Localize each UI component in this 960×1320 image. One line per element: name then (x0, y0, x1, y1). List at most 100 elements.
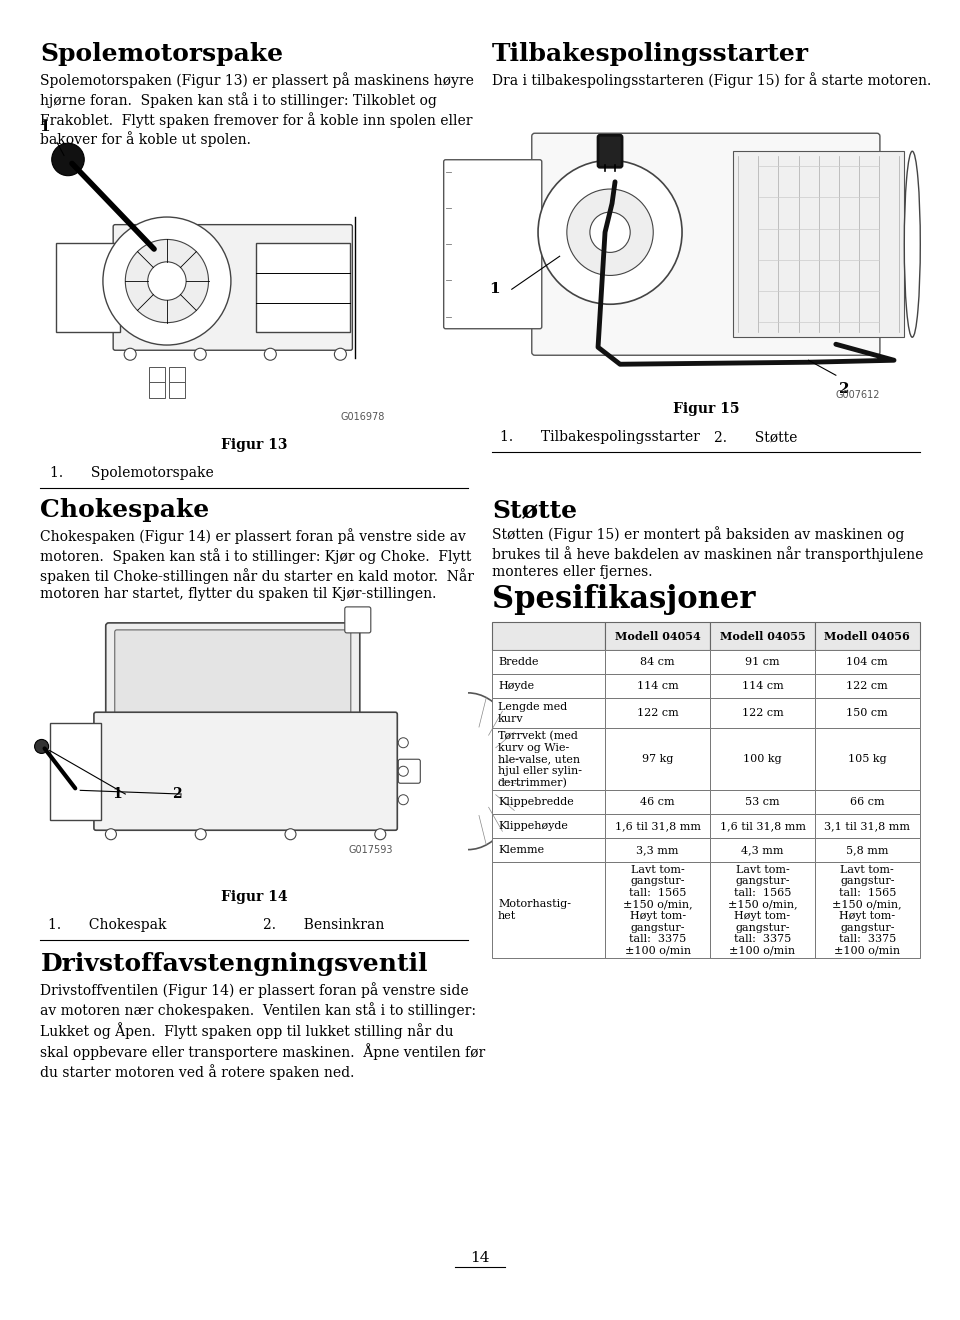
Bar (606, 729, 710, 791)
Bar (50, 723, 101, 820)
Text: 66 cm: 66 cm (850, 797, 884, 808)
FancyBboxPatch shape (115, 630, 350, 730)
Circle shape (195, 829, 206, 840)
Text: 5,8 mm: 5,8 mm (846, 845, 889, 855)
Bar (169, 367, 185, 383)
Bar (606, 838, 710, 862)
Bar (492, 698, 606, 729)
Ellipse shape (904, 152, 921, 337)
Bar (492, 791, 606, 814)
Text: Figur 13: Figur 13 (221, 438, 287, 453)
Bar (169, 383, 185, 399)
Text: 1,6 til 31,8 mm: 1,6 til 31,8 mm (614, 821, 701, 832)
Text: 2: 2 (839, 383, 850, 396)
Text: Lengde med
kurv: Lengde med kurv (498, 702, 567, 725)
Text: Modell 04055: Modell 04055 (720, 631, 805, 642)
FancyBboxPatch shape (106, 623, 360, 737)
Circle shape (334, 348, 347, 360)
Text: 1: 1 (490, 282, 500, 296)
FancyBboxPatch shape (113, 224, 352, 350)
Text: Bredde: Bredde (498, 657, 539, 667)
Text: Dra i tilbakespolingsstarteren (Figur 15) for å starte motoren.: Dra i tilbakespolingsstarteren (Figur 15… (492, 73, 931, 88)
Text: 114 cm: 114 cm (742, 681, 783, 692)
Bar (606, 814, 710, 838)
Bar (815, 698, 920, 729)
FancyBboxPatch shape (94, 713, 397, 830)
FancyBboxPatch shape (398, 759, 420, 783)
Text: 1.  Tilbakespolingsstarter: 1. Tilbakespolingsstarter (500, 430, 700, 445)
Circle shape (398, 766, 408, 776)
Circle shape (124, 348, 136, 360)
Bar (710, 791, 815, 814)
Text: Motorhastig-
het: Motorhastig- het (498, 899, 571, 921)
Text: Lavt tom-
gangstur-
tall:  1565
±150 o/min,
Høyt tom-
gangstur-
tall:  3375
±100: Lavt tom- gangstur- tall: 1565 ±150 o/mi… (623, 865, 692, 956)
Text: 122 cm: 122 cm (847, 681, 888, 692)
Text: 1,6 til 31,8 mm: 1,6 til 31,8 mm (719, 821, 805, 832)
Text: Modell 04056: Modell 04056 (825, 631, 910, 642)
Circle shape (398, 738, 408, 747)
Bar (710, 838, 815, 862)
Text: 2: 2 (173, 787, 182, 801)
Bar (56, 243, 120, 333)
Circle shape (148, 261, 186, 300)
Text: Spesifikasjoner: Spesifikasjoner (492, 585, 756, 615)
Text: Spolemotorspake: Spolemotorspake (40, 42, 283, 66)
Text: 105 kg: 105 kg (848, 754, 887, 764)
Circle shape (106, 829, 116, 840)
Text: Lavt tom-
gangstur-
tall:  1565
±150 o/min,
Høyt tom-
gangstur-
tall:  3375
±100: Lavt tom- gangstur- tall: 1565 ±150 o/mi… (832, 865, 902, 956)
Text: Drivstoffventilen (Figur 14) er plassert foran på venstre side
av motoren nær ch: Drivstoffventilen (Figur 14) er plassert… (40, 982, 486, 1080)
Text: Figur 15: Figur 15 (673, 403, 739, 416)
Text: 2.  Bensinkran: 2. Bensinkran (263, 919, 384, 932)
Bar (606, 791, 710, 814)
Circle shape (538, 160, 682, 304)
Circle shape (52, 143, 84, 176)
Circle shape (566, 189, 653, 276)
Text: 1: 1 (39, 120, 50, 135)
Bar (256, 243, 350, 333)
Text: Tilbakespolingsstarter: Tilbakespolingsstarter (492, 42, 809, 66)
Text: 2.  Støtte: 2. Støtte (714, 430, 798, 445)
Circle shape (589, 213, 630, 252)
Bar (149, 367, 165, 383)
Bar (492, 675, 606, 698)
Bar (492, 622, 606, 651)
Text: 53 cm: 53 cm (745, 797, 780, 808)
Bar (492, 729, 606, 791)
Bar (815, 675, 920, 698)
Bar (710, 862, 815, 958)
Bar (606, 698, 710, 729)
Text: 3,3 mm: 3,3 mm (636, 845, 679, 855)
Text: Støtten (Figur 15) er montert på baksiden av maskinen og
brukes til å heve bakde: Støtten (Figur 15) er montert på bakside… (492, 527, 924, 579)
Text: 97 kg: 97 kg (642, 754, 673, 764)
Text: 150 cm: 150 cm (847, 709, 888, 718)
Text: Chokespaken (Figur 14) er plassert foran på venstre side av
motoren.  Spaken kan: Chokespaken (Figur 14) er plassert foran… (40, 528, 474, 601)
Text: Lavt tom-
gangstur-
tall:  1565
±150 o/min,
Høyt tom-
gangstur-
tall:  3375
±100: Lavt tom- gangstur- tall: 1565 ±150 o/mi… (728, 865, 798, 956)
FancyBboxPatch shape (532, 133, 880, 355)
Bar (492, 862, 606, 958)
Text: G016978: G016978 (341, 412, 385, 422)
Bar (815, 814, 920, 838)
Circle shape (194, 348, 206, 360)
Circle shape (285, 829, 296, 840)
Circle shape (264, 348, 276, 360)
Bar (815, 622, 920, 651)
Circle shape (103, 216, 231, 345)
Text: Klippehøyde: Klippehøyde (498, 821, 568, 832)
Bar (815, 791, 920, 814)
Text: G007612: G007612 (836, 391, 880, 400)
Text: 4,3 mm: 4,3 mm (741, 845, 783, 855)
Bar (815, 862, 920, 958)
Bar (710, 651, 815, 675)
Circle shape (398, 795, 408, 805)
Text: Drivstoffavstengningsventil: Drivstoffavstengningsventil (40, 952, 428, 977)
Bar (710, 814, 815, 838)
Bar (710, 729, 815, 791)
FancyBboxPatch shape (345, 607, 371, 632)
Text: 100 kg: 100 kg (743, 754, 781, 764)
Bar (815, 729, 920, 791)
Bar (710, 698, 815, 729)
Text: Støtte: Støtte (492, 498, 577, 523)
Text: 91 cm: 91 cm (745, 657, 780, 667)
Text: Klippebredde: Klippebredde (498, 797, 574, 808)
Bar (606, 675, 710, 698)
